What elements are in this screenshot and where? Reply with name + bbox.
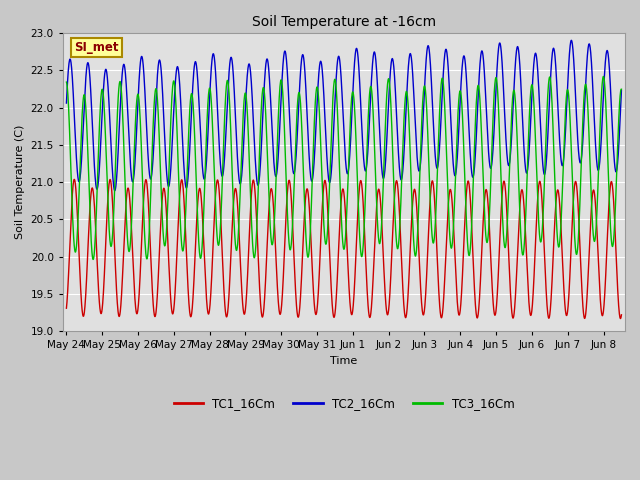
TC1_16Cm xyxy=(617,316,625,322)
TC3_16Cm xyxy=(607,231,614,237)
TC2_16Cm xyxy=(568,37,575,43)
TC2_16Cm xyxy=(159,95,166,101)
TC3_16Cm xyxy=(276,92,284,97)
Line: TC1_16Cm: TC1_16Cm xyxy=(67,180,621,319)
TC2_16Cm xyxy=(126,153,134,159)
TC1_16Cm xyxy=(63,305,70,311)
TC1_16Cm xyxy=(300,231,307,237)
TC3_16Cm xyxy=(89,256,97,262)
TC1_16Cm xyxy=(618,312,625,318)
Line: TC2_16Cm: TC2_16Cm xyxy=(67,40,621,191)
TC2_16Cm xyxy=(276,132,284,137)
TC3_16Cm xyxy=(63,79,70,85)
Legend: TC1_16Cm, TC2_16Cm, TC3_16Cm: TC1_16Cm, TC2_16Cm, TC3_16Cm xyxy=(169,392,519,415)
TC2_16Cm xyxy=(607,93,614,99)
TC3_16Cm xyxy=(126,245,134,251)
TC3_16Cm xyxy=(618,86,625,92)
TC3_16Cm xyxy=(600,73,607,79)
TC1_16Cm xyxy=(276,310,284,315)
TC1_16Cm xyxy=(547,299,555,305)
TC3_16Cm xyxy=(300,171,307,177)
TC2_16Cm xyxy=(63,100,70,106)
TC1_16Cm xyxy=(607,180,614,186)
TC2_16Cm xyxy=(618,88,625,94)
TC3_16Cm xyxy=(547,82,555,87)
TC2_16Cm xyxy=(111,188,118,193)
TC2_16Cm xyxy=(547,69,555,75)
Text: SI_met: SI_met xyxy=(74,41,118,54)
TC2_16Cm xyxy=(300,54,307,60)
TC1_16Cm xyxy=(70,177,78,182)
Line: TC3_16Cm: TC3_16Cm xyxy=(67,76,621,259)
TC1_16Cm xyxy=(159,190,166,195)
TC1_16Cm xyxy=(126,198,134,204)
TC3_16Cm xyxy=(159,226,166,231)
Title: Soil Temperature at -16cm: Soil Temperature at -16cm xyxy=(252,15,436,29)
X-axis label: Time: Time xyxy=(330,356,358,366)
Y-axis label: Soil Temperature (C): Soil Temperature (C) xyxy=(15,125,25,239)
